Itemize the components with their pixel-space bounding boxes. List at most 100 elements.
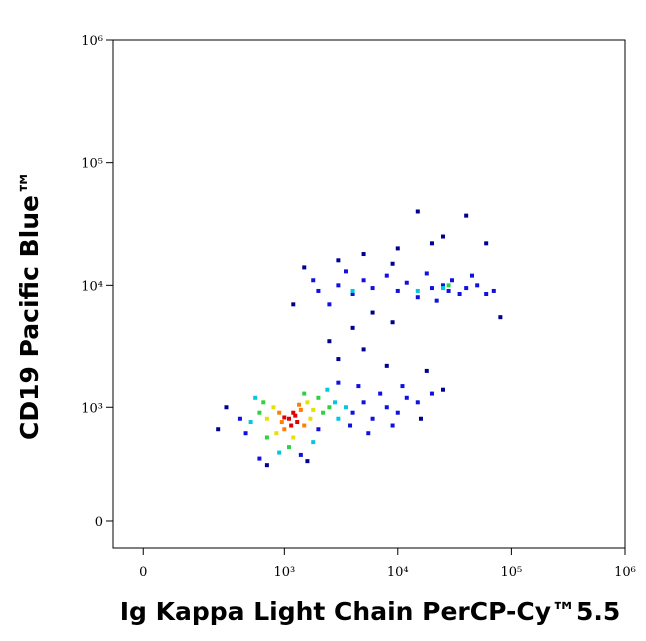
event-point (350, 410, 355, 415)
event-point (498, 315, 503, 320)
event-point (291, 302, 296, 307)
x-tick-label: 10⁶ (614, 565, 636, 580)
x-axis-title: Ig Kappa Light Chain PerCP-Cy™5.5 (120, 597, 621, 626)
event-point (446, 288, 451, 293)
event-point (216, 427, 221, 432)
event-point (464, 286, 469, 291)
y-axis-title: CD19 Pacific Blue™ (15, 170, 44, 440)
event-point (424, 368, 429, 373)
event-point (305, 459, 310, 464)
event-point (424, 271, 429, 276)
event-point (429, 241, 434, 246)
event-point (395, 288, 400, 293)
event-point (429, 391, 434, 396)
event-point (350, 325, 355, 330)
x-tick-label: 10⁵ (501, 565, 523, 580)
event-point (327, 302, 332, 307)
y-tick-label: 0 (95, 515, 103, 530)
event-point (327, 339, 332, 344)
event-point (457, 291, 462, 296)
event-point (289, 423, 294, 428)
event-point (311, 440, 316, 445)
event-point (336, 283, 341, 288)
event-point (298, 452, 303, 457)
event-point (311, 407, 316, 412)
event-point (282, 415, 287, 420)
event-point (390, 261, 395, 266)
event-point (348, 423, 353, 428)
event-point (291, 435, 296, 440)
y-tick-label: 10⁵ (81, 157, 103, 172)
y-tick-label: 10⁶ (81, 34, 103, 49)
event-point (434, 298, 439, 303)
event-point (350, 288, 355, 293)
event-point (361, 347, 366, 352)
event-point (277, 410, 282, 415)
event-point (279, 420, 284, 425)
x-tick-label: 10³ (273, 565, 295, 580)
event-point (415, 288, 420, 293)
event-point (400, 384, 405, 389)
event-point (237, 416, 242, 421)
event-point (440, 234, 445, 239)
event-point (336, 357, 341, 362)
event-point (282, 427, 287, 432)
event-point (484, 291, 489, 296)
event-point (415, 209, 420, 214)
event-point (336, 258, 341, 263)
event-point (332, 400, 337, 405)
event-point (440, 283, 445, 288)
event-point (311, 278, 316, 283)
event-point (264, 416, 269, 421)
event-point (327, 405, 332, 410)
event-point (224, 405, 229, 410)
event-point (356, 384, 361, 389)
event-point (257, 410, 262, 415)
event-point (321, 410, 326, 415)
event-point (384, 273, 389, 278)
event-point (366, 431, 371, 436)
event-point (491, 288, 496, 293)
event-point (343, 269, 348, 274)
event-point (361, 400, 366, 405)
event-point (415, 295, 420, 300)
event-point (449, 278, 454, 283)
event-point (361, 252, 366, 257)
event-point (464, 213, 469, 218)
event-point (302, 423, 307, 428)
event-point (248, 420, 253, 425)
event-point (298, 407, 303, 412)
event-point (287, 416, 292, 421)
y-tick-label: 10³ (81, 401, 103, 416)
event-point (343, 405, 348, 410)
event-point (446, 283, 451, 288)
event-point (390, 320, 395, 325)
event-point (384, 363, 389, 368)
event-point (370, 310, 375, 315)
event-point (316, 395, 321, 400)
event-point (469, 273, 474, 278)
event-point (336, 416, 341, 421)
event-point (295, 420, 300, 425)
event-point (325, 387, 330, 392)
plot-frame (112, 39, 626, 549)
event-point (390, 423, 395, 428)
event-point (264, 435, 269, 440)
event-point (361, 278, 366, 283)
event-point (253, 395, 258, 400)
event-point (370, 416, 375, 421)
event-point (257, 456, 262, 461)
event-point (404, 395, 409, 400)
y-tick-label: 10⁴ (81, 279, 103, 294)
event-point (378, 391, 383, 396)
event-point (243, 431, 248, 436)
x-tick-label: 10⁴ (387, 565, 409, 580)
event-point (429, 286, 434, 291)
event-point (305, 400, 310, 405)
event-point (297, 402, 302, 407)
event-point (302, 391, 307, 396)
event-point (395, 410, 400, 415)
event-point (302, 265, 307, 270)
event-point (440, 387, 445, 392)
